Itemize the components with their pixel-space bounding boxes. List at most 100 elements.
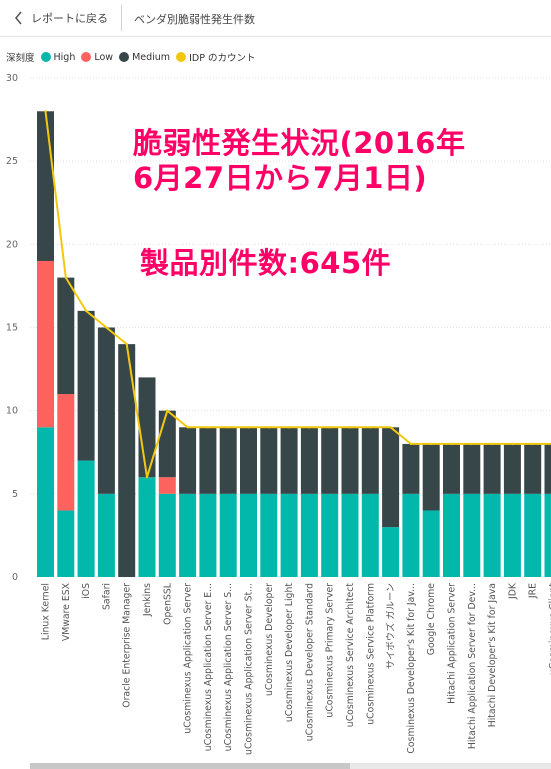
header-divider — [121, 5, 122, 31]
legend-label-low: Low — [94, 51, 114, 63]
bar-medium-15 — [341, 427, 359, 494]
x-tick-label-1: VMware ESX — [61, 582, 72, 641]
bar-high-8 — [199, 493, 217, 577]
bar-high-25 — [544, 493, 551, 577]
y-tick-label-15: 15 — [6, 323, 18, 334]
line-point-idp-count-19 — [430, 442, 433, 446]
line-point-idp-count-21 — [470, 442, 473, 446]
x-tick-label-18: Cosminexus Developer's Kit for Jav... — [406, 583, 417, 754]
line-point-idp-count-8 — [206, 426, 210, 429]
y-tick-label-0: 0 — [12, 572, 18, 583]
line-point-idp-count-1 — [64, 276, 68, 279]
line-point-idp-count-20 — [450, 442, 453, 446]
y-tick-label-25: 25 — [6, 156, 18, 167]
x-tick-label-23: JDK — [507, 582, 518, 600]
back-label: レポートに戻る — [31, 12, 108, 25]
bar-low-1 — [57, 394, 75, 511]
y-tick-label-5: 5 — [12, 489, 18, 500]
x-tick-label-19: Google Chrome — [426, 583, 437, 655]
bar-high-10 — [240, 493, 257, 577]
x-tick-label-12: uCosminexus Developer Light — [284, 583, 295, 723]
line-point-idp-count-15 — [348, 426, 352, 429]
top-bar: レポートに戻る ベンダ別脆弱性発生件数 — [0, 0, 551, 37]
x-tick-label-6: OpenSSL — [162, 582, 173, 625]
line-point-idp-count-7 — [186, 426, 189, 429]
x-tick-label-2: iOS — [81, 583, 92, 599]
bar-medium-5 — [138, 377, 156, 478]
bar-high-21 — [463, 493, 481, 577]
x-tick-label-20: Hitachi Application Server — [447, 583, 458, 704]
bar-medium-10 — [240, 427, 257, 494]
overlay-total-count: 製品別件数:645件 — [140, 246, 392, 280]
y-tick-label-20: 20 — [6, 239, 18, 250]
bar-high-16 — [361, 493, 379, 577]
x-tick-label-4: Oracle Enterprise Manager — [122, 583, 133, 708]
line-point-idp-count-12 — [287, 426, 291, 429]
report-title: ベンダ別脆弱性発生件数 — [134, 13, 255, 26]
bar-high-12 — [280, 493, 298, 577]
bar-medium-17 — [382, 427, 400, 528]
bar-medium-14 — [321, 427, 339, 494]
chevron-left-icon — [15, 11, 22, 25]
bar-high-0 — [37, 427, 54, 577]
bar-high-14 — [321, 493, 339, 577]
bar-medium-16 — [361, 427, 379, 494]
bar-medium-18 — [402, 443, 420, 494]
line-point-idp-count-17 — [389, 426, 392, 429]
bar-medium-20 — [443, 443, 460, 494]
x-tick-label-25: uCosminexus Client — [548, 583, 551, 675]
legend-item-high[interactable]: High — [40, 52, 75, 63]
line-point-idp-count-9 — [227, 426, 230, 429]
x-tick-label-24: JRE — [528, 583, 539, 599]
legend-item-idp-count[interactable]: IDP のカウント — [176, 50, 255, 64]
bar-medium-1 — [57, 277, 75, 395]
bar-medium-3 — [97, 327, 115, 494]
line-point-idp-count-16 — [369, 426, 372, 429]
line-point-idp-count-22 — [490, 442, 494, 446]
x-tick-label-8: uCosminexus Application Server E... — [203, 583, 214, 751]
legend-label-medium: Medium — [132, 51, 171, 63]
bar-medium-2 — [77, 310, 95, 461]
bar-medium-12 — [280, 427, 298, 494]
overlay-title-line2: 6月27日から7月1日) — [133, 161, 428, 195]
bar-medium-19 — [422, 443, 440, 511]
line-point-idp-count-24 — [531, 442, 534, 446]
line-point-idp-count-6 — [166, 409, 169, 412]
line-point-idp-count-23 — [511, 442, 514, 446]
overlay-title-line1: 脆弱性発生状況(2016年 — [133, 126, 466, 160]
bar-high-6 — [158, 493, 176, 577]
line-point-idp-count-5 — [145, 476, 149, 479]
bar-medium-6 — [158, 410, 176, 478]
bar-medium-22 — [483, 443, 501, 494]
bar-high-17 — [382, 527, 400, 577]
line-point-idp-count-0 — [44, 110, 47, 113]
x-tick-label-9: uCosminexus Application Server S... — [223, 583, 234, 751]
legend-label-idp-count: IDP のカウント — [189, 53, 256, 64]
legend-swatch-high — [40, 52, 51, 62]
chart-legend: 深刻度 High Low Medium IDP のカウント — [6, 50, 261, 65]
bar-high-1 — [57, 510, 75, 577]
legend-item-low[interactable]: Low — [81, 52, 113, 63]
line-point-idp-count-11 — [267, 426, 270, 429]
legend-item-medium[interactable]: Medium — [119, 52, 170, 63]
bar-high-3 — [97, 493, 115, 577]
x-tick-label-3: Safari — [101, 583, 112, 610]
bar-high-7 — [179, 493, 197, 577]
bar-high-18 — [402, 493, 420, 577]
bar-medium-21 — [463, 443, 481, 494]
bar-high-23 — [503, 493, 521, 577]
x-tick-label-16: uCosminexus Service Platform — [365, 583, 376, 725]
bar-high-13 — [300, 493, 318, 577]
x-tick-label-11: uCosminexus Developer — [264, 583, 275, 696]
bar-medium-23 — [503, 443, 521, 494]
x-tick-label-15: uCosminexus Service Architect — [345, 583, 356, 728]
line-point-idp-count-18 — [409, 442, 413, 446]
x-tick-label-0: Linux Kernel — [41, 583, 52, 640]
bar-high-19 — [422, 510, 440, 577]
bar-high-24 — [524, 493, 542, 577]
horizontal-scrollbar-thumb[interactable] — [30, 763, 350, 769]
back-to-report-button[interactable]: レポートに戻る — [14, 8, 108, 28]
x-tick-label-21: Hitachi Application Server for Dev... — [467, 583, 478, 749]
bar-high-2 — [77, 460, 95, 577]
